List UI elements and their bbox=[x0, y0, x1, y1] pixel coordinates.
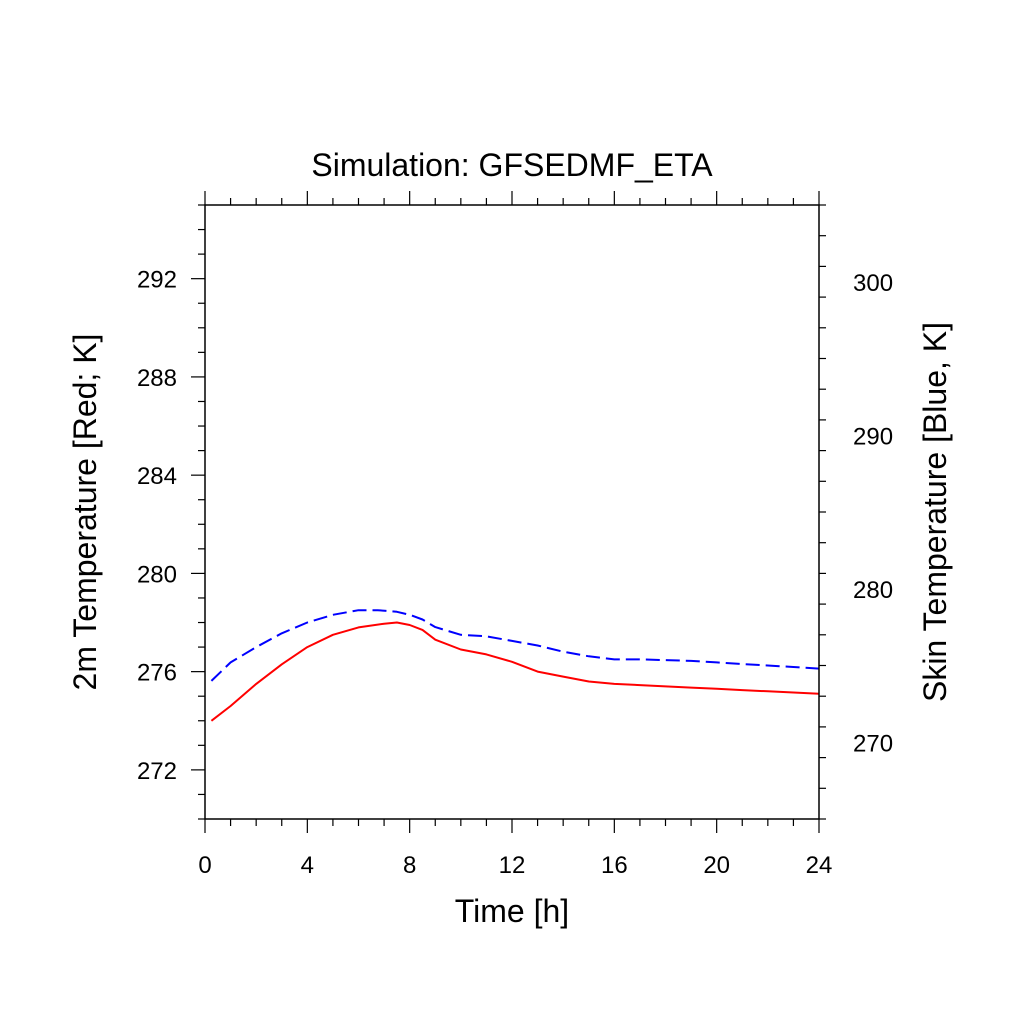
left-y-tick-label: 288 bbox=[137, 365, 177, 392]
plot-frame bbox=[204, 204, 820, 820]
x-tick-label: 20 bbox=[703, 852, 730, 879]
axis-ticks bbox=[191, 191, 826, 833]
left-y-tick-label: 272 bbox=[137, 758, 177, 785]
right-y-tick-label: 300 bbox=[853, 270, 893, 297]
x-tick-label: 8 bbox=[403, 852, 416, 879]
right-y-tick-label: 270 bbox=[853, 730, 893, 757]
chart-title: Simulation: GFSEDMF_ETA bbox=[311, 147, 713, 183]
left-y-tick-label: 280 bbox=[137, 561, 177, 588]
left-y-tick-label: 276 bbox=[137, 660, 177, 687]
x-axis-title: Time [h] bbox=[455, 893, 569, 929]
tick-labels: 0 4 8 12 16 20 24 272 276 280 284 288 292 270 280 290 30… bbox=[137, 267, 893, 879]
left-y-tick-label: 284 bbox=[137, 463, 177, 490]
right-y-axis-title: Skin Temperature [Blue, K] bbox=[917, 322, 953, 702]
data-series bbox=[210, 609, 820, 722]
skin-temperature-line bbox=[210, 609, 820, 682]
x-tick-label: 16 bbox=[601, 852, 628, 879]
left-y-axis-title: 2m Temperature [Red; K] bbox=[67, 334, 103, 691]
two-meter-temperature-line bbox=[210, 621, 820, 722]
right-y-tick-label: 290 bbox=[853, 423, 893, 450]
right-y-tick-label: 280 bbox=[853, 577, 893, 604]
x-tick-label: 24 bbox=[806, 852, 833, 879]
x-tick-label: 4 bbox=[301, 852, 314, 879]
x-tick-label: 12 bbox=[499, 852, 526, 879]
x-tick-label: 0 bbox=[198, 852, 211, 879]
left-y-tick-label: 292 bbox=[137, 267, 177, 294]
